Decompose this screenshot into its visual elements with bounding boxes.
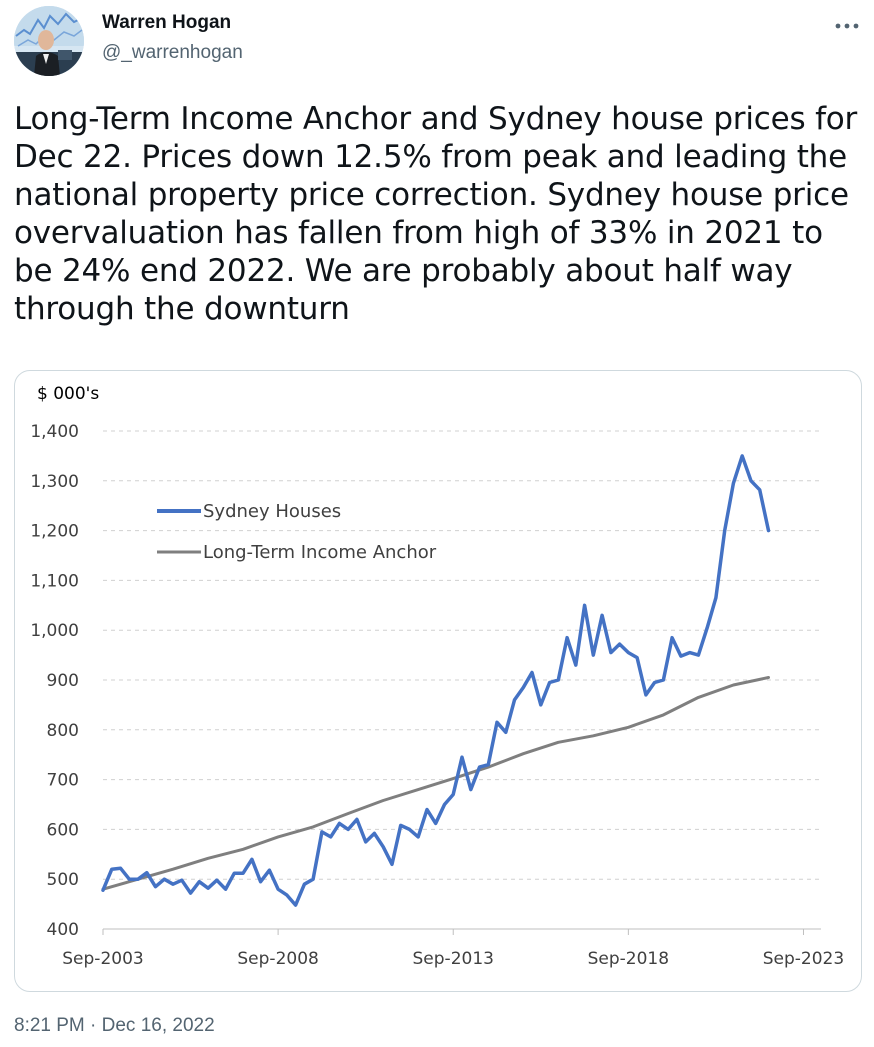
x-tick-label: Sep-2013 xyxy=(413,949,494,969)
y-axis-label: $ 000's xyxy=(37,384,99,404)
series-line-income-anchor xyxy=(101,676,770,891)
legend: Sydney Houses Long-Term Income Anchor xyxy=(157,501,437,563)
y-tick-label: 600 xyxy=(47,820,79,840)
tweet-timestamp[interactable]: 8:21 PM · Dec 16, 2022 xyxy=(14,1015,215,1036)
y-tick-label: 900 xyxy=(47,671,79,691)
author-name[interactable]: Warren Hogan xyxy=(102,12,232,33)
x-tick-label: Sep-2023 xyxy=(763,949,844,969)
y-tick-labels: 400 500 600 700 800 900 1,000 1,100 1,200 1,300 1,… xyxy=(30,422,79,940)
y-tick-label: 1,000 xyxy=(30,621,79,641)
legend-label: Long-Term Income Anchor xyxy=(203,542,437,563)
avatar-image xyxy=(14,6,84,76)
x-tick-label: Sep-2018 xyxy=(588,949,669,969)
y-tick-label: 1,100 xyxy=(30,571,79,591)
x-tick-label: Sep-2003 xyxy=(62,949,143,969)
y-tick-label: 1,400 xyxy=(30,422,79,442)
line-chart: $ 000's 400 500 600 700 800 900 1,000 1,100 1,20… xyxy=(30,384,844,969)
series-lines xyxy=(101,454,771,907)
more-horizontal-icon[interactable] xyxy=(834,10,860,36)
x-tick-label: Sep-2008 xyxy=(237,949,318,969)
tweet-text: Long-Term Income Anchor and Sydney house… xyxy=(14,101,858,327)
series-line-sydney-houses xyxy=(101,454,771,907)
legend-label: Sydney Houses xyxy=(203,501,341,522)
y-tick-label: 400 xyxy=(47,920,79,940)
y-tick-label: 700 xyxy=(47,771,79,791)
y-tick-label: 1,300 xyxy=(30,472,79,492)
tweet-media-chart[interactable]: $ 000's 400 500 600 700 800 900 1,000 1,100 1,20… xyxy=(14,370,862,992)
x-tick-labels: Sep-2003 Sep-2008 Sep-2013 Sep-2018 Sep-2023 xyxy=(62,929,844,969)
y-tick-label: 500 xyxy=(47,870,79,890)
y-tick-label: 1,200 xyxy=(30,522,79,542)
tweet-header: Warren Hogan @_warrenhogan xyxy=(14,4,860,78)
avatar[interactable] xyxy=(14,6,84,76)
author-handle[interactable]: @_warrenhogan xyxy=(102,42,243,63)
y-tick-label: 800 xyxy=(47,721,79,741)
gridlines xyxy=(103,430,821,930)
